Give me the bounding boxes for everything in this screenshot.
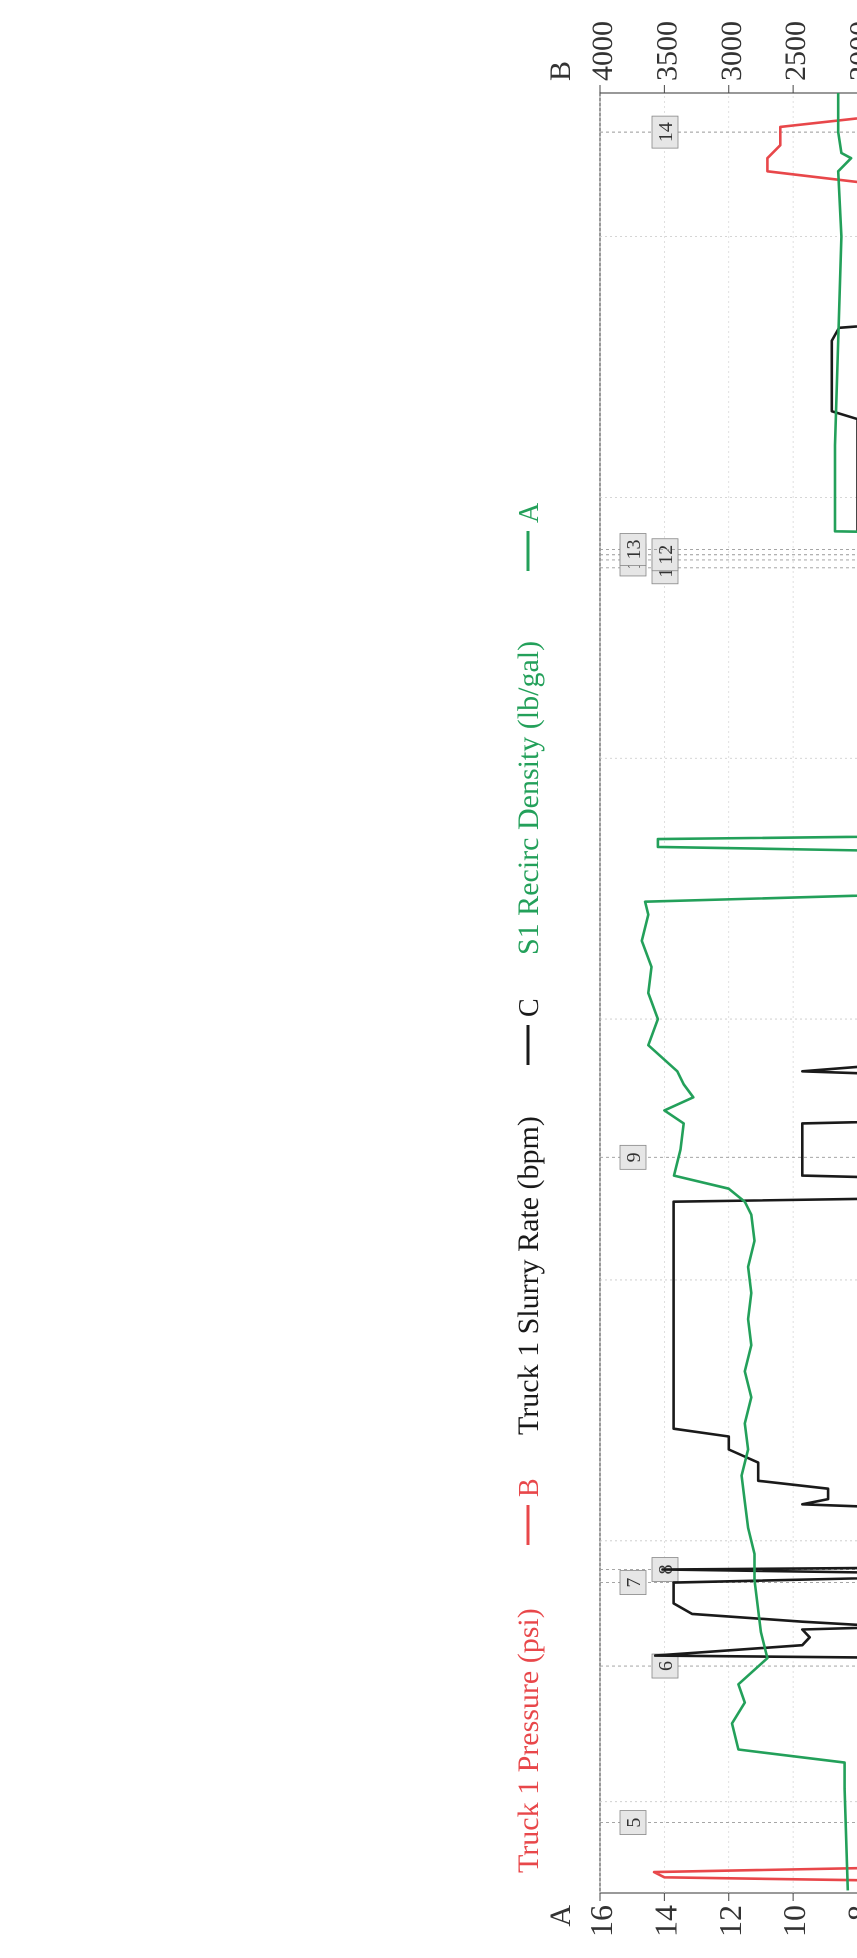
axis-b-tick-label: 2500 (779, 21, 812, 81)
axis-b-tick-label: 3500 (650, 21, 683, 81)
axis-b-tick-label: 3000 (715, 21, 748, 81)
legend-axis-2: A (514, 502, 545, 523)
event-label-7: 7 (623, 1578, 645, 1588)
axis-a-name: A (544, 1905, 577, 1927)
plot-area: 05:1011/24/201205:2005:3005:4005:5006:00… (512, 0, 857, 1937)
axis-b-tick-label: 2000 (844, 21, 857, 81)
legend-entry-1: Truck 1 Slurry Rate (bpm) (512, 1116, 545, 1435)
axis-b-tick-label: 4000 (586, 21, 619, 81)
legend-entry-2: S1 Recirc Density (lb/gal) (512, 641, 545, 955)
series-line-2 (642, 93, 857, 1890)
event-label-14: 14 (655, 122, 677, 142)
axis-b-name: B (544, 61, 577, 81)
event-label-9: 9 (623, 1152, 645, 1162)
legend-axis-0: B (514, 1478, 545, 1497)
event-label-6: 6 (655, 1661, 677, 1671)
axis-a-tick-label: 12 (712, 1905, 748, 1937)
axis-a-tick-label: 8 (841, 1905, 857, 1921)
axis-a-tick-label: 14 (647, 1905, 683, 1937)
event-label-5: 5 (623, 1818, 645, 1828)
event-label-12: 12 (655, 545, 677, 565)
event-label-13: 13 (623, 540, 645, 560)
legend-axis-1: C (514, 998, 545, 1017)
legend-entry-0: Truck 1 Pressure (psi) (512, 1608, 545, 1873)
axis-a-tick-label: 16 (583, 1905, 619, 1937)
series-line-1 (655, 98, 857, 1890)
axis-a-tick-label: 10 (776, 1905, 812, 1937)
